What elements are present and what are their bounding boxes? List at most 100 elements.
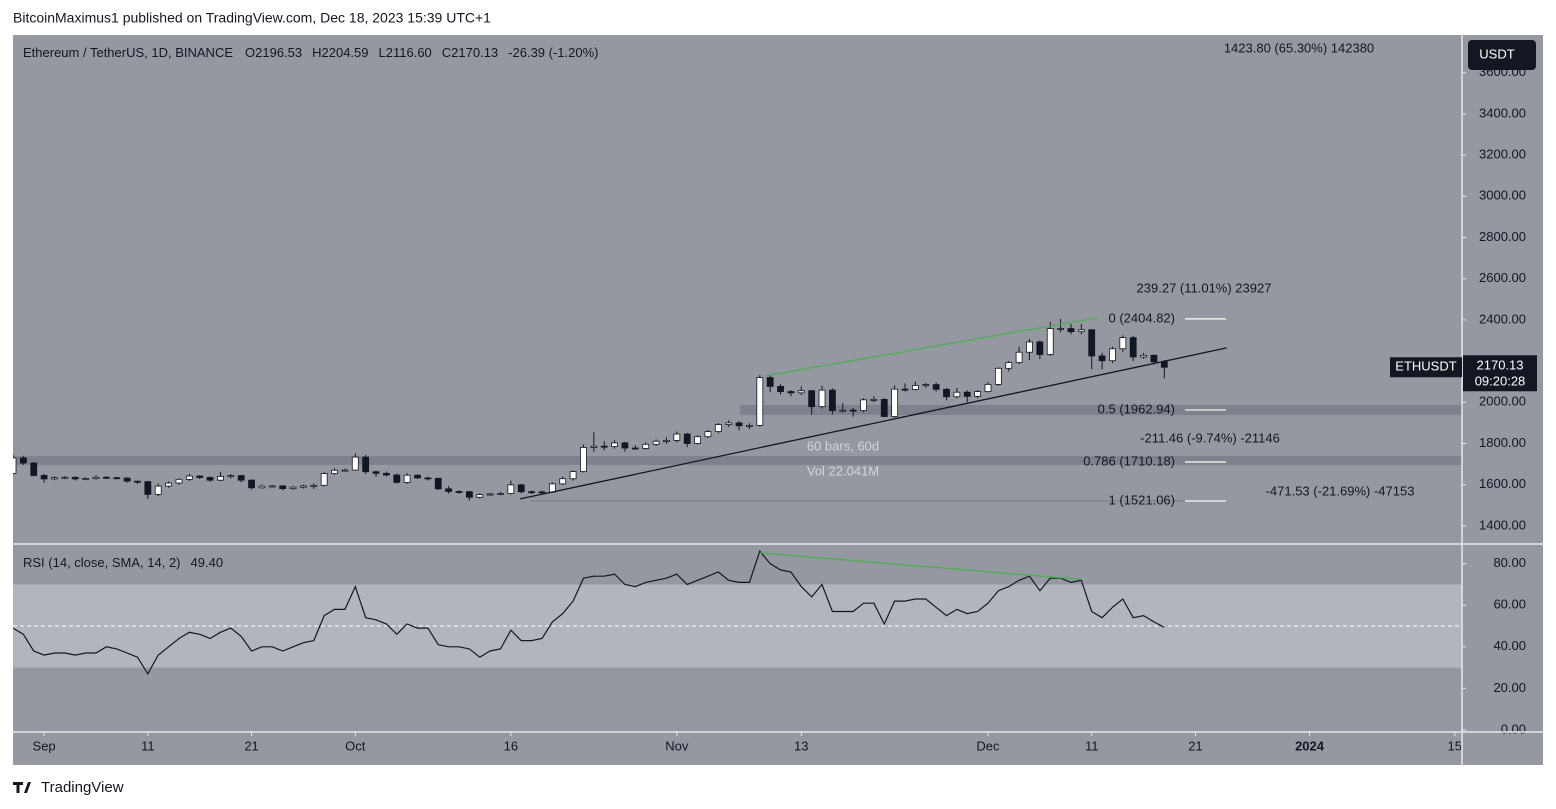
candle-body — [580, 447, 587, 472]
candle-body — [1150, 354, 1158, 363]
candle-body — [1036, 341, 1044, 355]
symbol-tag — [1390, 357, 1462, 378]
candle-body — [393, 474, 401, 483]
candle-body — [268, 485, 276, 488]
candle-body — [1109, 348, 1116, 362]
candle-body — [165, 482, 172, 487]
fib-zone — [740, 404, 1462, 416]
fib-zone — [13, 456, 1462, 465]
candle-body — [1119, 337, 1127, 350]
candle-body — [611, 442, 618, 447]
candle-body — [341, 469, 349, 472]
candle-body — [185, 475, 193, 480]
candle-body — [289, 486, 297, 490]
candle-body — [663, 440, 670, 442]
candle-body — [911, 385, 919, 390]
candle-body — [1077, 329, 1085, 333]
candle-body — [279, 485, 287, 490]
candle-body — [746, 424, 753, 427]
candle-body — [621, 442, 629, 449]
candle-body — [445, 488, 453, 492]
price-tag — [1463, 355, 1537, 392]
publisher-header: BitcoinMaximus1 published on TradingView… — [13, 10, 491, 26]
candle-body — [642, 443, 650, 449]
x-tick-label: 21 — [244, 738, 258, 753]
candle-body — [154, 485, 162, 495]
annotation: 60 bars, 60d — [807, 438, 879, 453]
candle-body — [476, 494, 484, 498]
x-tick-label: 13 — [794, 738, 808, 753]
candle-body — [424, 477, 432, 480]
candle-body — [237, 475, 245, 481]
candle-body — [704, 431, 712, 438]
tradingview-logo: TradingView — [13, 779, 124, 796]
rsi-divergence — [759, 552, 1082, 581]
y-tick-label: 2000.00 — [1479, 394, 1526, 409]
trendline — [520, 347, 1227, 500]
candle-body — [694, 436, 701, 444]
candle-body — [548, 483, 556, 493]
candle-body — [652, 440, 660, 445]
symbol-tag-label: ETHUSDT — [1395, 359, 1456, 374]
footer-brand: TradingView — [41, 779, 124, 796]
rsi-line — [13, 549, 1165, 675]
candle-body — [528, 491, 536, 494]
candle-body — [559, 478, 567, 485]
candle-body — [766, 377, 774, 387]
candle-body — [92, 476, 100, 479]
candle-body — [497, 493, 504, 495]
y-tick-label: 3200.00 — [1479, 147, 1526, 162]
candle-body — [1005, 362, 1013, 369]
x-tick-label: Oct — [345, 738, 366, 753]
candle-body — [725, 422, 733, 425]
x-tick-label: 2024 — [1295, 738, 1325, 753]
logo-mark — [13, 782, 31, 793]
rsi-last: 49.40 — [191, 555, 224, 570]
currency-label: USDT — [1479, 46, 1514, 61]
candle-body — [1088, 329, 1096, 357]
rsi-y-tick-label: 40.00 — [1493, 638, 1526, 653]
candle-body — [1160, 361, 1168, 368]
annotation: -471.53 (-21.69%) -47153 — [1266, 483, 1415, 498]
candle-body — [331, 469, 338, 474]
candle-body — [631, 447, 639, 450]
candle-body — [507, 484, 515, 494]
price-tag-value: 2170.13 — [1477, 358, 1524, 373]
x-tick-label: Nov — [665, 738, 689, 753]
candle-body — [465, 491, 473, 498]
fib-label: 1 (1521.06) — [1109, 492, 1176, 507]
candle-body — [19, 457, 27, 464]
candle-body — [362, 456, 370, 473]
y-tick-label: 2400.00 — [1479, 311, 1526, 326]
rsi-label: RSI (14, close, SMA, 14, 2) — [23, 555, 181, 570]
candle-body — [403, 474, 411, 483]
trendline — [764, 317, 1098, 377]
candle-body — [82, 478, 90, 480]
x-tick-label: 11 — [141, 738, 155, 753]
candle-body — [953, 391, 961, 398]
candle-body — [517, 484, 525, 493]
candle-body — [102, 476, 110, 479]
overlays: 1423.80 (65.30%) 142380 239.27 (11.01%) 2… — [23, 40, 1537, 570]
x-tick-label: 16 — [504, 738, 518, 753]
candle-body — [51, 477, 58, 480]
y-tick-label: 1400.00 — [1479, 517, 1526, 532]
candle-body — [227, 475, 235, 478]
candle-body — [351, 456, 359, 471]
candle-body — [310, 484, 318, 487]
price-pane: 0 (2404.82) 0.5 (1962.94) 0.786 (1710.18) 1… — [13, 310, 1462, 507]
y-tick-label: 3000.00 — [1479, 188, 1526, 203]
currency-button — [1468, 40, 1536, 70]
y-tick-label: 3400.00 — [1479, 105, 1526, 120]
y-tick-label: 2600.00 — [1479, 270, 1526, 285]
candle-body — [880, 399, 888, 417]
price-tag-countdown: 09:20:28 — [1475, 374, 1526, 389]
candle-body — [922, 384, 930, 386]
candle-body — [797, 390, 805, 394]
axes: 1400.001600.001800.002000.002200.002400.… — [33, 64, 1526, 753]
candle-body — [756, 377, 764, 426]
candle-body — [175, 478, 183, 484]
rsi-y-tick-label: 0.00 — [1501, 721, 1526, 736]
y-tick-label: 2800.00 — [1479, 229, 1526, 244]
